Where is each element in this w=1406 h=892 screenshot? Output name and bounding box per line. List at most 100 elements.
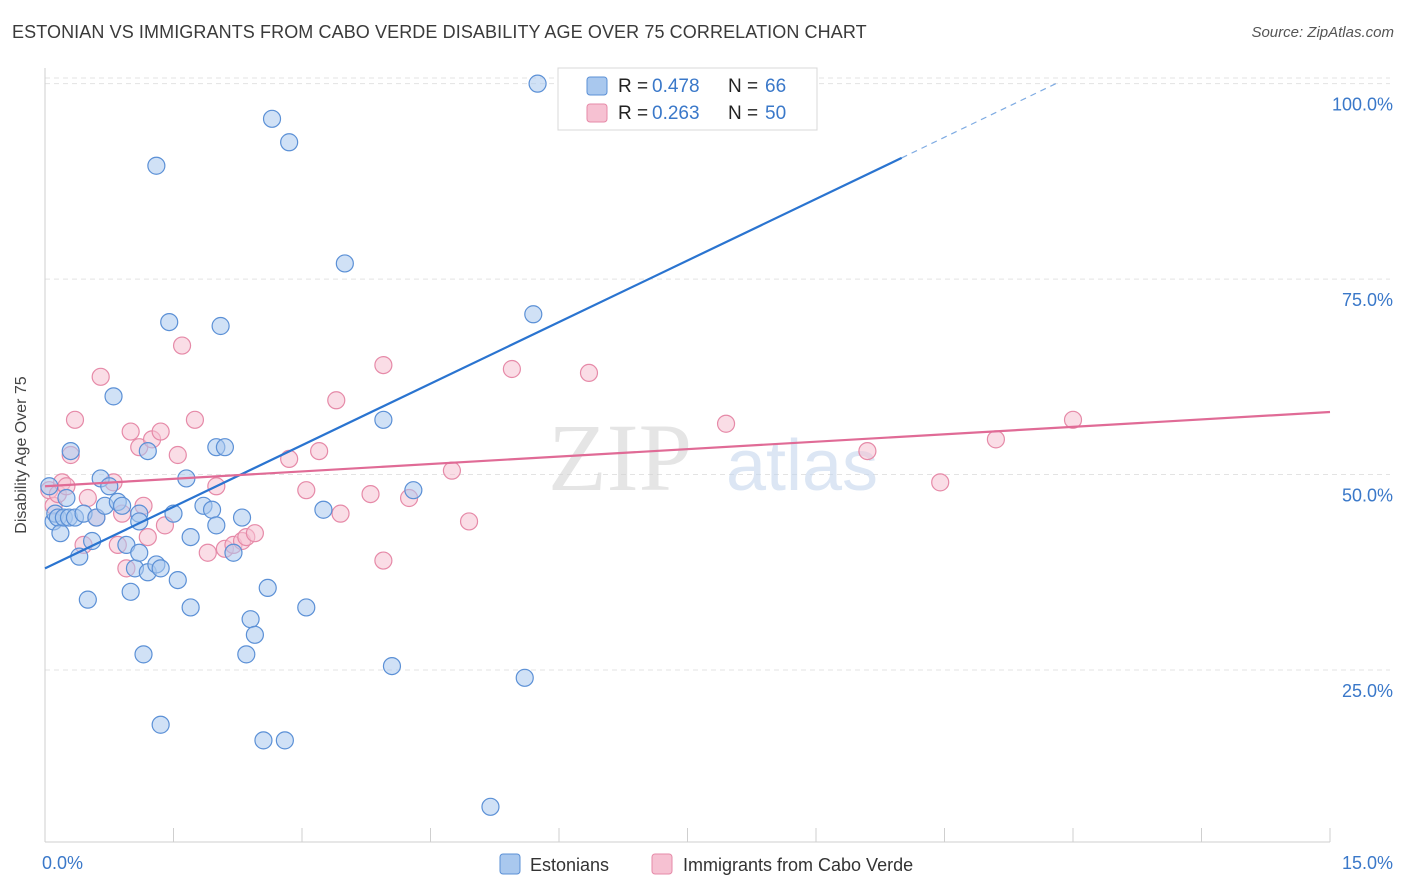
point-estonians-39 (181, 527, 200, 547)
y-axis-label: Disability Age Over 75 (13, 376, 30, 534)
point-cabo-verde-43 (502, 359, 521, 379)
point-cabo-verde-46 (858, 441, 877, 461)
point-estonians-60 (382, 656, 402, 676)
chart-title: ESTONIAN VS IMMIGRANTS FROM CABO VERDE D… (12, 22, 867, 42)
point-cabo-verde-32 (280, 449, 299, 469)
trend-lines (44, 83, 1331, 570)
point-estonians-61 (404, 481, 423, 500)
point-cabo-verde-38 (374, 355, 393, 375)
point-estonians-4 (51, 524, 70, 543)
x-tick-label-left: 0.0% (42, 853, 83, 873)
point-cabo-verde-8 (78, 488, 97, 508)
point-estonians-31 (138, 441, 157, 461)
point-estonians-36 (168, 570, 187, 590)
point-estonians-62 (481, 797, 500, 816)
point-cabo-verde-48 (986, 430, 1006, 449)
point-estonians-63 (515, 668, 534, 687)
point-estonians-38 (181, 598, 200, 617)
point-cabo-verde-23 (172, 336, 192, 355)
y-tick-label-3: 100.0% (1332, 95, 1393, 115)
point-cabo-verde-25 (198, 543, 217, 562)
point-cabo-verde-15 (121, 422, 140, 441)
y-tick-label-0: 25.0% (1342, 681, 1393, 701)
point-estonians-59 (374, 410, 393, 429)
point-estonians-6 (57, 488, 76, 508)
point-estonians-33 (151, 715, 170, 734)
legend-bottom: Estonians Immigrants from Cabo Verde (499, 853, 913, 875)
point-estonians-47 (232, 508, 252, 527)
y-tick-label-2: 75.0% (1342, 290, 1393, 310)
chart-source: Source: ZipAtlas.com (1251, 24, 1394, 41)
legend-r-label-pink: R = (618, 103, 648, 124)
point-cabo-verde-41 (442, 461, 462, 480)
legend-r-value-blue: 0.478 (652, 76, 700, 97)
point-cabo-verde-22 (168, 445, 187, 465)
point-cabo-verde-20 (151, 422, 170, 441)
point-estonians-56 (297, 598, 316, 617)
point-estonians-17 (100, 477, 119, 496)
legend-n-label-pink: N = (728, 103, 758, 124)
point-estonians-49 (241, 610, 260, 629)
point-estonians-8 (61, 441, 80, 461)
point-cabo-verde-35 (327, 391, 346, 410)
legend-top: R = 0.478 N = 66 R = 0.263 N = 50 (557, 67, 818, 131)
point-estonians-12 (78, 590, 97, 609)
points (40, 74, 1083, 816)
point-estonians-48 (237, 645, 256, 664)
point-estonians-41 (202, 500, 222, 519)
point-estonians-52 (254, 731, 273, 750)
point-cabo-verde-6 (65, 410, 85, 429)
point-estonians-54 (275, 731, 294, 750)
point-cabo-verde-24 (185, 410, 205, 429)
bottom-legend-label-cabo-verde: Immigrants from Cabo Verde (683, 855, 913, 875)
point-cabo-verde-31 (245, 524, 264, 543)
point-estonians-18 (104, 387, 123, 406)
bottom-legend-swatch-estonians (499, 853, 521, 875)
bottom-legend-label-estonians: Estonians (530, 855, 609, 875)
point-estonians-25 (134, 645, 153, 664)
point-cabo-verde-39 (374, 551, 393, 570)
legend-n-label-blue: N = (728, 76, 758, 97)
point-cabo-verde-42 (459, 512, 479, 531)
watermark: ZIP atlas (548, 404, 878, 511)
point-estonians-64 (524, 305, 543, 324)
point-cabo-verde-37 (361, 484, 380, 504)
point-estonians-57 (314, 500, 333, 519)
bottom-legend-swatch-cabo-verde (651, 853, 673, 875)
point-estonians-53 (262, 109, 282, 128)
legend-n-value-pink: 50 (765, 103, 786, 124)
legend-r-value-pink: 0.263 (652, 103, 700, 124)
point-estonians-58 (335, 254, 354, 273)
trend-line-cabo-verde (44, 410, 1331, 488)
legend-swatch-pink (586, 103, 608, 123)
axes (44, 68, 1331, 843)
point-estonians-34 (160, 312, 179, 332)
point-estonians-43 (207, 516, 226, 535)
point-estonians-10 (70, 547, 89, 566)
y-tick-label-1: 50.0% (1342, 486, 1393, 506)
point-cabo-verde-36 (331, 504, 350, 523)
point-cabo-verde-44 (579, 363, 599, 383)
point-estonians-44 (211, 316, 230, 336)
point-cabo-verde-34 (310, 441, 329, 461)
watermark-zip: ZIP (548, 404, 692, 511)
trend-line-estonians-extension (901, 83, 1057, 159)
point-estonians-46 (224, 543, 243, 562)
watermark-atlas: atlas (726, 426, 878, 506)
legend-n-value-blue: 66 (765, 76, 786, 97)
grid (45, 77, 1390, 671)
x-tick-label-right: 15.0% (1342, 853, 1393, 873)
point-cabo-verde-10 (91, 367, 110, 386)
point-estonians-51 (258, 578, 277, 598)
point-estonians-30 (151, 559, 170, 578)
point-cabo-verde-49 (1063, 410, 1083, 429)
point-estonians-22 (121, 582, 140, 601)
point-estonians-32 (147, 156, 166, 175)
point-cabo-verde-18 (138, 527, 157, 547)
point-cabo-verde-45 (716, 414, 736, 433)
trend-line-estonians (44, 156, 903, 570)
point-estonians-24 (130, 543, 149, 562)
point-cabo-verde-47 (931, 473, 950, 492)
point-estonians-65 (528, 74, 547, 93)
